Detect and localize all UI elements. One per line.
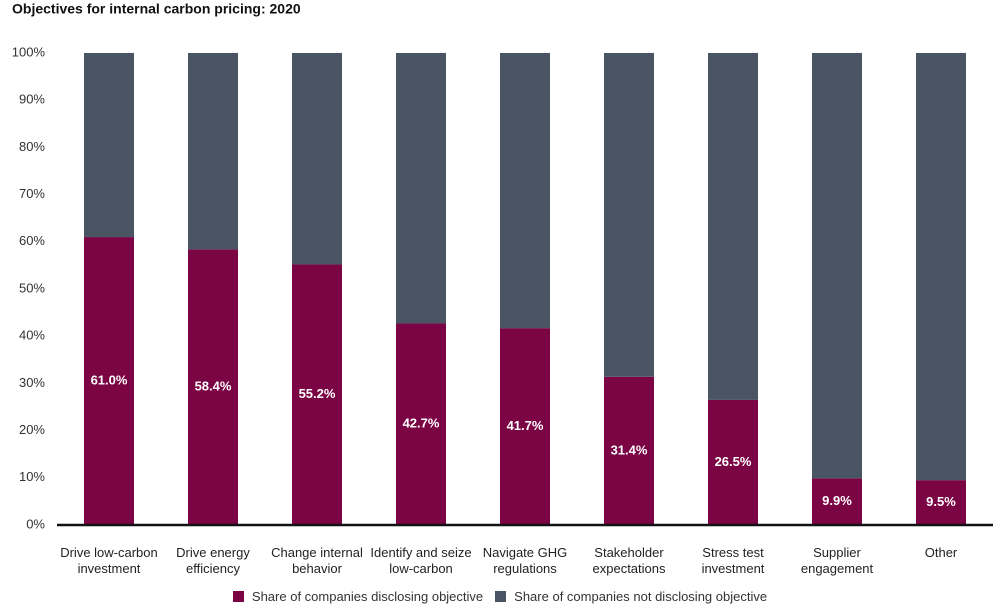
x-tick-label: Supplier engagement: [800, 545, 874, 576]
y-tick-label: 80%: [19, 139, 45, 154]
bar-segment: [84, 53, 134, 238]
y-tick-label: 60%: [19, 233, 45, 248]
value-label: 26.5%: [715, 454, 752, 469]
bar-segment: [500, 53, 550, 329]
chart-title: Objectives for internal carbon pricing: …: [12, 1, 301, 17]
y-tick-label: 20%: [19, 422, 45, 437]
y-tick-label: 90%: [19, 92, 45, 107]
x-tick-label: Stress test investment: [701, 545, 765, 576]
value-label: 41.7%: [507, 418, 544, 433]
x-tick-label: Change internal behavior: [271, 545, 363, 576]
bar-segment: [84, 237, 134, 525]
y-tick-label: 0%: [26, 516, 45, 531]
bar-segment: [916, 480, 966, 525]
bar-segment: [188, 249, 238, 526]
bar-segment: [500, 328, 550, 525]
x-tick-label: Drive low-carbon investment: [60, 545, 158, 576]
y-tick-label: 10%: [19, 469, 45, 484]
x-tick-label: Stakeholder expectations: [592, 545, 666, 576]
bar-segment: [812, 53, 862, 479]
legend-item: Share of companies not disclosing object…: [495, 589, 767, 604]
x-tick-label: Identify and seize low-carbon: [370, 545, 472, 576]
bar-segment: [812, 478, 862, 525]
legend-swatch: [232, 591, 244, 602]
x-tick-label: Drive energy efficiency: [176, 545, 250, 576]
bar-segment: [188, 53, 238, 250]
y-tick-label: 40%: [19, 328, 45, 343]
y-tick-label: 100%: [12, 44, 46, 59]
bar-segment: [292, 53, 342, 265]
legend-swatch: [495, 591, 507, 602]
bar-segment: [292, 264, 342, 525]
bar-segment: [396, 53, 446, 324]
value-label: 9.9%: [822, 493, 852, 508]
y-tick-label: 50%: [19, 280, 45, 295]
legend: Share of companies disclosing objective S…: [0, 589, 1000, 604]
x-tick-label: Navigate GHG regulations: [482, 545, 568, 576]
x-tick-label: Other: [924, 545, 958, 560]
bar-segment: [604, 53, 654, 377]
bar-segment: [396, 323, 446, 525]
y-tick-label: 70%: [19, 186, 45, 201]
bar-segment: [916, 53, 966, 481]
value-label: 55.2%: [299, 386, 336, 401]
bar-segment: [708, 399, 758, 525]
y-tick-label: 30%: [19, 375, 45, 390]
legend-label: Share of companies not disclosing object…: [514, 589, 768, 604]
value-label: 58.4%: [195, 379, 232, 394]
bar-segment: [604, 376, 654, 525]
bar-segment: [708, 53, 758, 400]
legend-item: Share of companies disclosing objective: [232, 589, 484, 604]
value-label: 61.0%: [91, 372, 128, 387]
legend-label: Share of companies disclosing objective: [251, 589, 484, 604]
value-label: 31.4%: [611, 442, 648, 457]
value-label: 9.5%: [926, 494, 956, 509]
value-label: 42.7%: [403, 416, 440, 431]
